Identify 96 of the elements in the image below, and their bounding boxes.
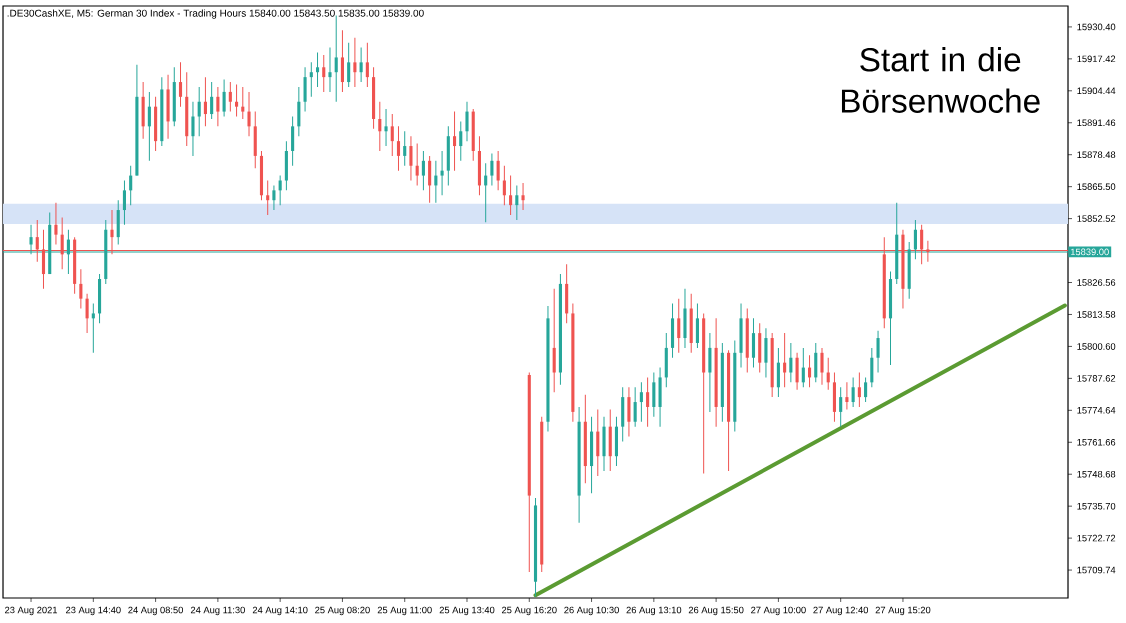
y-tick-label: 15748.68 — [1077, 470, 1116, 478]
candlestick — [228, 81, 232, 113]
y-tick-label: 15891.46 — [1077, 119, 1116, 127]
candlestick — [309, 61, 313, 98]
candlestick — [241, 86, 245, 120]
candlestick — [203, 76, 207, 127]
x-tick-label: 27 Aug 12:40 — [813, 606, 869, 616]
candlestick — [216, 86, 220, 127]
x-tick-label: 24 Aug 08:50 — [128, 606, 183, 616]
candlestick — [315, 52, 320, 88]
x-tick-label: 26 Aug 10:30 — [564, 606, 619, 616]
x-tick-label: 26 Aug 15:50 — [688, 606, 744, 616]
candlestick — [191, 101, 195, 157]
x-tick-label: 23 Aug 2021 — [5, 606, 58, 616]
candlestick — [178, 61, 183, 108]
candlestick — [857, 372, 861, 408]
candlestick — [222, 79, 226, 118]
candlestick — [85, 293, 89, 334]
ref-line-label: 15839.00 — [1070, 248, 1109, 256]
candlestick — [79, 268, 83, 310]
candlestick — [322, 54, 326, 93]
candlestick — [465, 101, 469, 142]
x-tick-label: 25 Aug 08:20 — [315, 606, 370, 616]
y-tick-label: 15826.56 — [1077, 279, 1116, 286]
y-tick-label: 15865.50 — [1077, 183, 1116, 190]
candlestick — [384, 108, 388, 147]
candlestick — [129, 165, 133, 206]
candlestick — [54, 202, 58, 246]
candlestick — [440, 150, 444, 196]
x-tick-label: 25 Aug 11:00 — [377, 606, 432, 616]
candlestick — [122, 180, 127, 226]
candlestick — [502, 165, 506, 206]
candlestick — [421, 150, 425, 191]
candlestick — [639, 381, 643, 423]
y-tick-label: 15930.40 — [1077, 23, 1116, 31]
candlestick — [839, 386, 843, 428]
y-tick-label: 15735.70 — [1077, 502, 1116, 510]
candlestick — [409, 135, 413, 182]
candlestick — [147, 91, 151, 162]
candlestick — [359, 47, 363, 83]
y-tick-label: 15761.66 — [1077, 438, 1116, 446]
candlestick — [91, 303, 95, 354]
candlestick — [452, 111, 457, 172]
candlestick — [521, 182, 525, 211]
candlestick — [403, 130, 407, 167]
x-tick-label: 26 Aug 13:10 — [626, 606, 682, 616]
y-tick-label: 15878.48 — [1077, 151, 1116, 159]
x-tick-label: 24 Aug 11:30 — [190, 606, 245, 616]
y-tick-label: 15709.74 — [1077, 566, 1116, 574]
x-tick-label: 27 Aug 10:00 — [751, 606, 806, 616]
candlestick — [197, 86, 201, 137]
candlestick — [633, 386, 637, 428]
x-tick-label: 23 Aug 14:40 — [66, 606, 121, 616]
candlestick — [851, 376, 855, 408]
annotation: Start in die Börsenwoche — [841, 47, 1040, 113]
candlestick — [677, 298, 681, 354]
candlestick — [490, 152, 494, 186]
x-tick-label: 25 Aug 16:20 — [501, 606, 557, 616]
x-tick-label: 24 Aug 14:10 — [252, 606, 308, 616]
y-tick-label: 15800.60 — [1077, 343, 1116, 350]
candlestick — [876, 330, 880, 374]
x-tick-label: 27 Aug 15:20 — [875, 606, 931, 616]
candlestick — [210, 81, 214, 120]
y-tick-label: 15787.62 — [1077, 375, 1116, 382]
candlestick — [783, 332, 787, 388]
candlestick — [415, 143, 419, 186]
candlestick — [515, 184, 519, 221]
candlestick — [459, 120, 463, 162]
candlestick — [365, 42, 369, 88]
candlestick — [864, 376, 868, 403]
chart-title: .DE30CashXE, M5: German 30 Index - Trading Hours 15840.00 15843.50 15835.00 15839.00 — [7, 9, 424, 19]
y-tick-label: 15774.64 — [1077, 407, 1116, 414]
candlestick — [328, 47, 332, 93]
candlestick — [266, 180, 270, 216]
y-tick-label: 15904.44 — [1077, 87, 1116, 95]
candlestick — [378, 101, 382, 152]
y-tick-label: 15722.72 — [1077, 534, 1116, 542]
y-tick-label: 15917.42 — [1077, 55, 1116, 63]
candlestick — [247, 91, 251, 137]
candlestick — [801, 347, 805, 388]
candlestick — [845, 381, 849, 410]
candlestick — [272, 184, 276, 211]
candlestick — [789, 342, 793, 383]
candlestick — [509, 175, 513, 216]
candlestick — [353, 37, 357, 88]
candlestick — [334, 15, 338, 103]
x-tick-label: 25 Aug 13:40 — [439, 606, 495, 616]
candlestick — [496, 150, 500, 191]
candlestick — [390, 113, 394, 157]
candlestick — [347, 42, 351, 88]
candlestick — [396, 125, 401, 172]
candlestick — [235, 84, 239, 118]
candlestick — [820, 347, 824, 386]
y-tick-label: 15852.52 — [1077, 215, 1116, 222]
y-tick-label: 15813.58 — [1077, 311, 1116, 318]
candlestick — [646, 376, 650, 428]
